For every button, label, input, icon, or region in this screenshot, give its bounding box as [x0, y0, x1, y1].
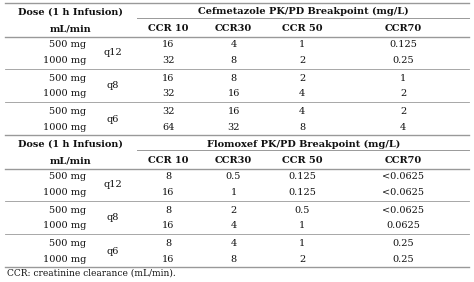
- Text: CCR30: CCR30: [215, 24, 252, 33]
- Text: <0.0625: <0.0625: [382, 188, 424, 197]
- Text: 1: 1: [400, 74, 406, 83]
- Text: CCR30: CCR30: [215, 157, 252, 166]
- Text: 8: 8: [165, 239, 172, 248]
- Text: Cefmetazole PK/PD Breakpoint (mg/L): Cefmetazole PK/PD Breakpoint (mg/L): [198, 7, 409, 16]
- Text: 500 mg: 500 mg: [49, 107, 86, 116]
- Text: 0.25: 0.25: [392, 56, 414, 65]
- Text: q6: q6: [107, 115, 119, 124]
- Text: q8: q8: [107, 213, 119, 222]
- Text: 8: 8: [230, 255, 237, 264]
- Text: <0.0625: <0.0625: [382, 172, 424, 181]
- Text: 0.25: 0.25: [392, 239, 414, 248]
- Text: 1000 mg: 1000 mg: [43, 188, 86, 197]
- Text: 8: 8: [299, 123, 305, 132]
- Text: mL/min: mL/min: [50, 157, 92, 166]
- Text: q12: q12: [103, 48, 122, 57]
- Text: 16: 16: [162, 255, 175, 264]
- Text: mL/min: mL/min: [50, 24, 92, 33]
- Text: CCR: creatinine clearance (mL/min).: CCR: creatinine clearance (mL/min).: [7, 269, 176, 277]
- Text: <0.0625: <0.0625: [382, 206, 424, 215]
- Text: 500 mg: 500 mg: [49, 206, 86, 215]
- Text: 0.25: 0.25: [392, 255, 414, 264]
- Text: 2: 2: [299, 255, 305, 264]
- Text: 2: 2: [299, 56, 305, 65]
- Text: 1: 1: [230, 188, 237, 197]
- Text: 2: 2: [400, 107, 406, 116]
- Text: 16: 16: [162, 221, 175, 230]
- Text: 1: 1: [299, 40, 305, 49]
- Text: 4: 4: [299, 107, 305, 116]
- Text: 0.125: 0.125: [389, 40, 417, 49]
- Text: 2: 2: [299, 74, 305, 83]
- Text: 1: 1: [299, 221, 305, 230]
- Text: CCR 50: CCR 50: [282, 157, 322, 166]
- Text: 2: 2: [230, 206, 237, 215]
- Text: CCR70: CCR70: [384, 24, 422, 33]
- Text: 4: 4: [400, 123, 406, 132]
- Text: 500 mg: 500 mg: [49, 239, 86, 248]
- Text: CCR 50: CCR 50: [282, 24, 322, 33]
- Text: 2: 2: [400, 89, 406, 98]
- Text: 32: 32: [162, 89, 175, 98]
- Text: 16: 16: [228, 107, 240, 116]
- Text: q8: q8: [107, 81, 119, 90]
- Text: 4: 4: [299, 89, 305, 98]
- Text: 1: 1: [299, 239, 305, 248]
- Text: CCR70: CCR70: [384, 157, 422, 166]
- Text: 500 mg: 500 mg: [49, 74, 86, 83]
- Text: 32: 32: [162, 107, 175, 116]
- Text: 4: 4: [230, 239, 237, 248]
- Text: 4: 4: [230, 221, 237, 230]
- Text: 64: 64: [162, 123, 175, 132]
- Text: 16: 16: [162, 74, 175, 83]
- Text: Dose (1 h Infusion): Dose (1 h Infusion): [18, 140, 123, 148]
- Text: 0.5: 0.5: [294, 206, 310, 215]
- Text: 32: 32: [162, 56, 175, 65]
- Text: 500 mg: 500 mg: [49, 40, 86, 49]
- Text: q6: q6: [107, 247, 119, 256]
- Text: 1000 mg: 1000 mg: [43, 255, 86, 264]
- Text: CCR 10: CCR 10: [148, 24, 189, 33]
- Text: 1000 mg: 1000 mg: [43, 123, 86, 132]
- Text: 4: 4: [230, 40, 237, 49]
- Text: q12: q12: [103, 180, 122, 189]
- Text: 0.125: 0.125: [288, 172, 316, 181]
- Text: 16: 16: [228, 89, 240, 98]
- Text: Dose (1 h Infusion): Dose (1 h Infusion): [18, 7, 123, 16]
- Text: CCR 10: CCR 10: [148, 157, 189, 166]
- Text: 16: 16: [162, 40, 175, 49]
- Text: 0.5: 0.5: [226, 172, 241, 181]
- Text: 8: 8: [230, 56, 237, 65]
- Text: Flomoxef PK/PD Breakpoint (mg/L): Flomoxef PK/PD Breakpoint (mg/L): [207, 139, 400, 149]
- Text: 8: 8: [230, 74, 237, 83]
- Text: 1000 mg: 1000 mg: [43, 89, 86, 98]
- Text: 1000 mg: 1000 mg: [43, 221, 86, 230]
- Text: 32: 32: [227, 123, 240, 132]
- Text: 500 mg: 500 mg: [49, 172, 86, 181]
- Text: 0.0625: 0.0625: [386, 221, 420, 230]
- Text: 8: 8: [165, 172, 172, 181]
- Text: 16: 16: [162, 188, 175, 197]
- Text: 0.125: 0.125: [288, 188, 316, 197]
- Text: 1000 mg: 1000 mg: [43, 56, 86, 65]
- Text: 8: 8: [165, 206, 172, 215]
